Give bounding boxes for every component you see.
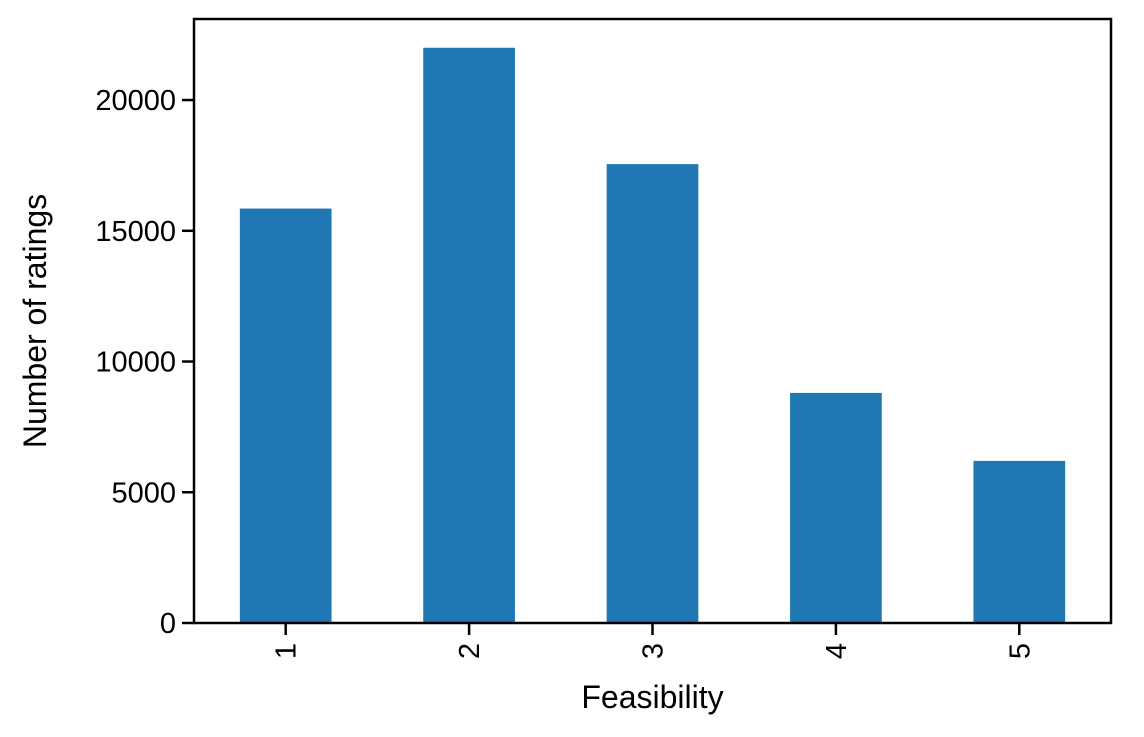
bars-group [239,47,1066,624]
x-tick-label: 2 [454,643,486,659]
y-axis-label: Number of ratings [17,194,53,448]
bar-2 [423,47,515,624]
x-axis-label: Feasibility [581,679,723,715]
y-axis: 0 5000 10000 15000 20000 [95,85,194,640]
x-tick-label: 4 [821,643,853,659]
bar-3 [606,164,699,623]
y-tick-label: 20000 [95,85,176,117]
bar-1 [239,208,332,624]
y-tick-label: 10000 [95,347,176,379]
x-tick-label: 3 [638,643,670,659]
bar-4 [790,392,882,623]
y-tick-label: 15000 [95,216,176,248]
y-tick-label: 0 [160,608,176,640]
x-axis: 1 2 3 4 5 [271,623,1036,659]
bar-5 [973,460,1066,623]
x-tick-label: 5 [1004,643,1036,659]
x-tick-label: 1 [271,643,303,659]
plot-frame [192,17,1113,625]
y-tick-label: 5000 [111,477,176,509]
